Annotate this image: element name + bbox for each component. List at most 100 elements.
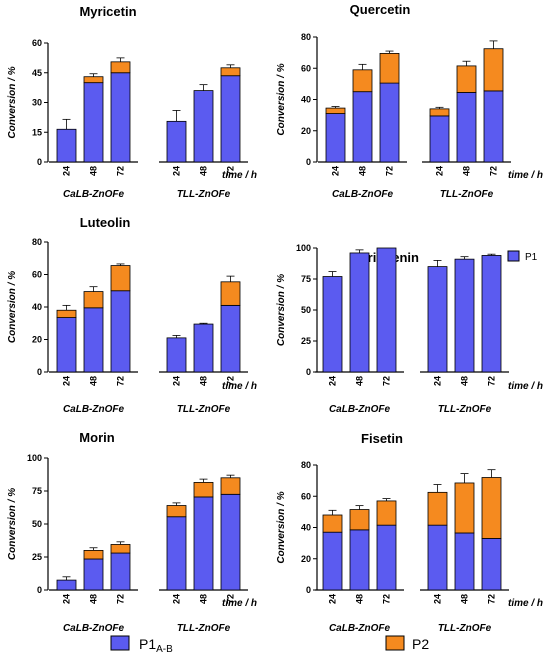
x-tick-label: 72 xyxy=(226,376,236,386)
x-tick-label: 72 xyxy=(382,594,392,604)
y-tick-label: 25 xyxy=(301,336,311,346)
y-axis-label: Conversion / % xyxy=(7,66,18,138)
bar-p1 xyxy=(376,524,397,591)
bar-p1 xyxy=(429,115,450,163)
x-tick-label: 24 xyxy=(433,594,443,604)
bar-p2 xyxy=(56,309,77,318)
legend-swatch-p2 xyxy=(385,635,405,651)
bar-p2 xyxy=(220,281,241,306)
x-tick-label: 72 xyxy=(116,166,126,176)
x-axis-label: time / h xyxy=(222,381,257,392)
bar-p1 xyxy=(352,91,373,163)
x-tick-label: 24 xyxy=(433,376,443,386)
chart-panel-quercetin: Quercetin 0 20 40 60 80 Conversion / % 24 48 72 Ca… xyxy=(276,2,543,200)
y-tick-label: 50 xyxy=(32,519,42,529)
x-tick-label: 72 xyxy=(487,594,497,604)
chart-title: Fisetin xyxy=(361,431,403,446)
bar-p2 xyxy=(110,544,131,554)
bar-p1 xyxy=(349,529,370,591)
group-label: TLL-ZnOFe xyxy=(177,189,231,200)
x-tick-label: 24 xyxy=(62,166,72,176)
x-tick-label: 72 xyxy=(382,376,392,386)
y-tick-label: 20 xyxy=(32,335,42,345)
group-label: TLL-ZnOFe xyxy=(438,623,492,634)
bar-p2 xyxy=(83,76,104,84)
bar-p2 xyxy=(429,108,450,117)
bar-p2 xyxy=(325,107,346,114)
x-tick-label: 48 xyxy=(89,376,99,386)
naringenin-legend-swatch xyxy=(507,250,520,262)
y-tick-label: 20 xyxy=(301,126,311,136)
y-tick-label: 0 xyxy=(306,367,311,377)
y-tick-label: 30 xyxy=(32,98,42,108)
y-tick-label: 15 xyxy=(32,127,42,137)
bar-p2 xyxy=(481,477,502,539)
bar-p1 xyxy=(481,538,502,591)
x-tick-label: 48 xyxy=(355,376,365,386)
x-tick-label: 24 xyxy=(172,376,182,386)
chart-panel-morin: Morin 0 25 50 75 100 Conversion / % 24 48 72 CaLB-… xyxy=(7,430,257,634)
y-tick-label: 60 xyxy=(32,38,42,48)
y-axis-label: Conversion / % xyxy=(7,488,18,560)
bar-p1 xyxy=(166,516,187,591)
y-tick-label: 75 xyxy=(32,486,42,496)
x-axis-label: time / h xyxy=(222,598,257,609)
x-tick-label: 24 xyxy=(172,166,182,176)
bar-p1 xyxy=(56,579,77,591)
group-label: TLL-ZnOFe xyxy=(438,404,492,415)
x-tick-label: 24 xyxy=(62,376,72,386)
x-tick-label: 48 xyxy=(460,594,470,604)
y-axis-label: Conversion / % xyxy=(7,271,18,343)
x-axis-label: time / h xyxy=(508,598,543,609)
y-tick-label: 80 xyxy=(32,237,42,247)
y-tick-label: 100 xyxy=(27,453,42,463)
x-tick-label: 48 xyxy=(460,376,470,386)
y-tick-label: 0 xyxy=(306,585,311,595)
y-tick-label: 20 xyxy=(301,554,311,564)
bar-p1 xyxy=(483,90,504,163)
y-tick-label: 100 xyxy=(296,243,311,253)
bar-p1 xyxy=(110,72,131,163)
y-tick-label: 60 xyxy=(301,63,311,73)
x-axis-label: time / h xyxy=(222,170,257,181)
chart-panel-naringenin: Naringenin0255075100Conversion / %244872… xyxy=(276,243,543,415)
bar-p1 xyxy=(349,252,370,373)
bar-p2 xyxy=(456,65,477,93)
x-tick-label: 24 xyxy=(328,376,338,386)
x-tick-label: 48 xyxy=(199,376,209,386)
bar-p1 xyxy=(83,558,104,591)
legend-label-p1-main: P1 xyxy=(139,636,156,652)
bar-p1 xyxy=(379,82,400,163)
y-tick-label: 75 xyxy=(301,274,311,284)
group-label: CaLB-ZnOFe xyxy=(332,189,394,200)
bar-p2 xyxy=(83,291,104,309)
bar-p2 xyxy=(483,48,504,92)
bar-p2 xyxy=(427,491,448,526)
x-tick-label: 48 xyxy=(199,166,209,176)
y-tick-label: 60 xyxy=(32,270,42,280)
group-label: CaLB-ZnOFe xyxy=(329,404,391,415)
naringenin-legend-label: P1 xyxy=(525,252,538,263)
x-tick-label: 72 xyxy=(226,166,236,176)
x-tick-label: 72 xyxy=(226,594,236,604)
bar-p1 xyxy=(220,304,241,373)
bar-p1 xyxy=(322,276,343,373)
y-tick-label: 45 xyxy=(32,68,42,78)
bar-p2 xyxy=(166,505,187,518)
bar-p1 xyxy=(454,532,475,591)
legend-label-p1: P1A-B xyxy=(139,636,173,655)
x-tick-label: 72 xyxy=(487,376,497,386)
bar-p1 xyxy=(325,113,346,163)
x-tick-label: 72 xyxy=(385,166,395,176)
bottom-legend: P1A-B P2 xyxy=(110,635,429,655)
naringenin-legend: P1 xyxy=(507,250,538,263)
bar-p2 xyxy=(454,482,475,534)
chart-title: Quercetin xyxy=(350,2,411,17)
bar-p1 xyxy=(456,92,477,163)
x-tick-label: 24 xyxy=(62,594,72,604)
y-axis-label: Conversion / % xyxy=(276,63,287,135)
chart-panel-luteolin: Luteolin 0 20 40 60 80 Conversion / % 24 48 72 CaL… xyxy=(7,215,257,415)
group-label: TLL-ZnOFe xyxy=(440,189,494,200)
bar-p1 xyxy=(56,128,77,163)
